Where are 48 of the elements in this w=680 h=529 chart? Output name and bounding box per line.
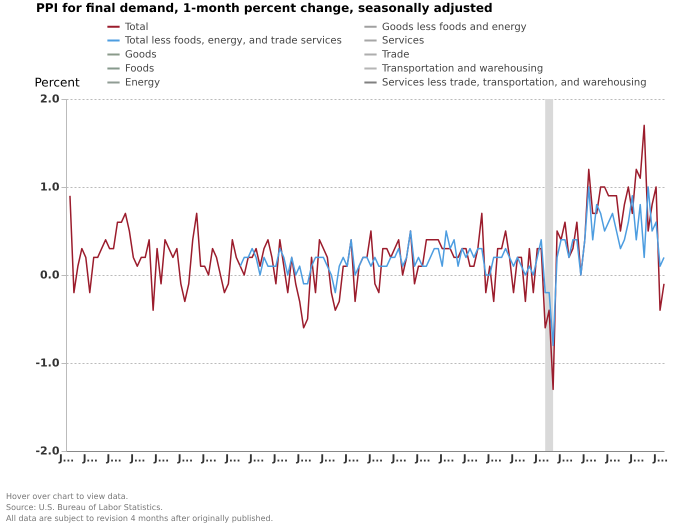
x-tick-label: J...	[272, 454, 288, 464]
y-tick-label: -2.0	[35, 444, 60, 458]
x-tick-label: J...	[58, 454, 74, 464]
x-tick-label: J...	[176, 454, 193, 464]
y-tick-label: 2.0	[40, 92, 60, 106]
x-tick-label: J...	[200, 454, 217, 464]
y-tick-label: 0.0	[40, 268, 60, 282]
x-tick-label: J...	[343, 454, 360, 464]
x-tick-label: J...	[390, 454, 407, 464]
chart-title: PPI for final demand, 1-month percent change, seasonally adjusted	[36, 1, 493, 15]
x-tick-label: J...	[652, 454, 668, 464]
x-tick-label: J...	[248, 454, 264, 464]
legend-label: Transportation and warehousing	[381, 64, 544, 74]
x-tick-label: J...	[486, 454, 502, 464]
legend-label: Trade	[381, 50, 410, 60]
x-tick-label: J...	[628, 454, 644, 464]
text: All data are subject to revision 4 months after originally published.	[6, 513, 274, 524]
x-tick-label: J...	[533, 454, 550, 464]
legend-label: Services	[382, 36, 424, 46]
line-series	[240, 186, 665, 346]
x-tick-label: J...	[319, 454, 336, 464]
y-tick-label: -1.0	[35, 356, 60, 370]
legend-label: Services less trade, transportation, and warehousing	[382, 78, 647, 88]
x-tick-label: J...	[604, 454, 621, 464]
legend-label: Foods	[125, 64, 154, 74]
x-tick-label: J...	[366, 454, 383, 464]
x-tick-label: J...	[462, 454, 478, 464]
legend-label: Goods	[125, 50, 157, 60]
legend-label: Total less foods, energy, and trade services	[124, 36, 342, 46]
x-tick-label: J...	[82, 454, 98, 464]
x-tick-label: J...	[414, 454, 430, 464]
text: Hover over chart to view data.	[6, 491, 130, 502]
legend-label: Total	[124, 22, 148, 33]
legend-label: Energy	[125, 78, 160, 88]
x-tick-label: J...	[509, 454, 526, 464]
x-tick-label: J...	[105, 454, 122, 464]
x-tick-label: J...	[580, 454, 597, 464]
y-axis-title: Percent	[34, 76, 80, 90]
legend-label: Goods less foods and energy	[382, 22, 527, 33]
y-tick-label: 1.0	[40, 180, 60, 194]
x-tick-label: J...	[129, 454, 146, 464]
x-tick-label: J...	[224, 454, 240, 464]
x-tick-label: J...	[556, 454, 574, 464]
x-tick-label: J...	[152, 454, 170, 464]
line-series	[69, 124, 665, 390]
x-tick-label: J...	[296, 454, 312, 464]
source-note: Source: U.S. Bureau of Labor Statistics.	[6, 502, 164, 513]
x-tick-label: J...	[438, 454, 454, 464]
